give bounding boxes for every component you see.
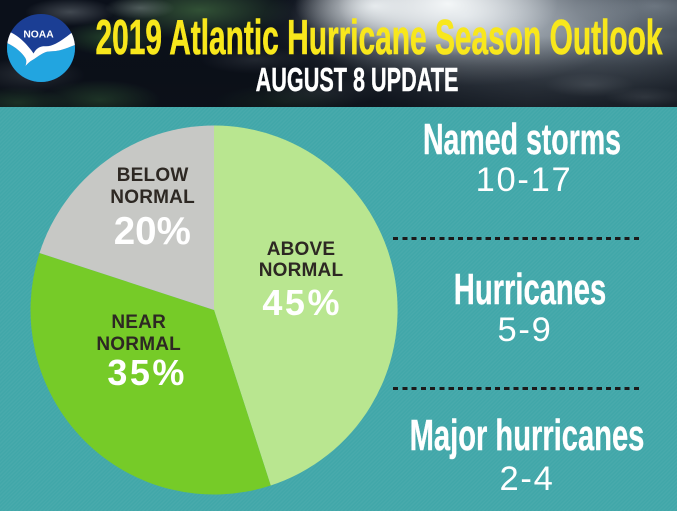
svg-text:NOAA: NOAA xyxy=(24,30,55,41)
